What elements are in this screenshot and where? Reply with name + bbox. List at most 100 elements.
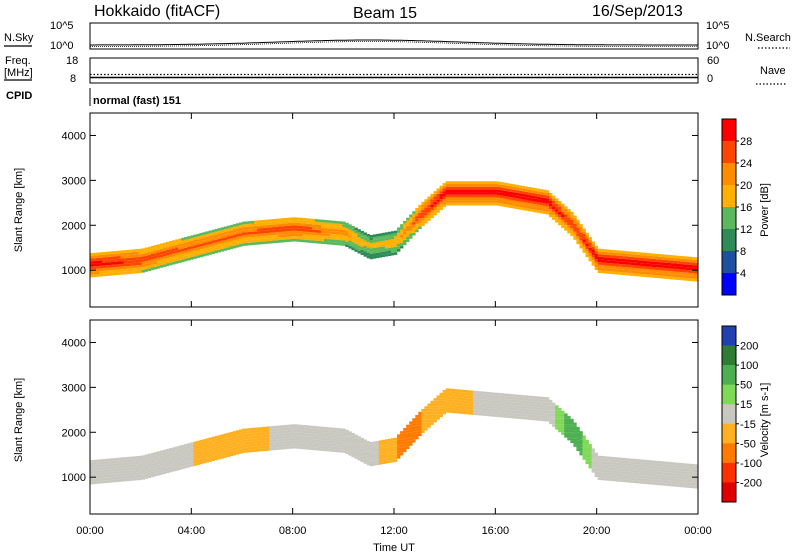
velocity-cell bbox=[175, 459, 179, 463]
velocity-cell bbox=[509, 396, 513, 400]
velocity-cell bbox=[254, 427, 258, 431]
velocity-cell bbox=[609, 472, 614, 476]
velocity-cell bbox=[132, 467, 136, 470]
noise-left-tick-top: 10^5 bbox=[50, 20, 74, 32]
power-cell bbox=[597, 264, 602, 268]
power-cell bbox=[214, 237, 218, 240]
velocity-cell bbox=[670, 470, 674, 473]
velocity-cell bbox=[123, 465, 127, 468]
velocity-cell bbox=[172, 447, 176, 450]
velocity-cell bbox=[296, 435, 301, 439]
velocity-cell bbox=[679, 479, 684, 482]
power-cell bbox=[658, 254, 662, 257]
velocity-cell bbox=[588, 454, 592, 458]
power-cell bbox=[470, 181, 474, 184]
power-cell bbox=[573, 218, 577, 221]
power-cell bbox=[324, 233, 328, 237]
power-cell bbox=[260, 236, 264, 239]
velocity-cell bbox=[205, 459, 209, 463]
velocity-cell bbox=[470, 395, 474, 399]
power-cell bbox=[524, 205, 529, 209]
velocity-cell bbox=[463, 408, 468, 412]
power-cell bbox=[473, 183, 477, 187]
velocity-cell bbox=[193, 452, 197, 456]
velocity-cell bbox=[451, 388, 456, 392]
power-cell bbox=[524, 186, 529, 190]
colorbar-swatch bbox=[722, 273, 736, 296]
power-cell bbox=[667, 260, 671, 263]
velocity-cell bbox=[324, 429, 328, 433]
power-cell bbox=[287, 239, 291, 242]
power-cell bbox=[202, 245, 206, 249]
power-cell bbox=[272, 235, 276, 238]
power-cell bbox=[375, 252, 380, 256]
power-cell bbox=[673, 274, 678, 277]
velocity-cell bbox=[564, 426, 568, 430]
velocity-cell bbox=[691, 480, 696, 483]
velocity-cell bbox=[460, 403, 465, 406]
velocity-cell bbox=[275, 441, 279, 445]
power-cell bbox=[466, 194, 471, 198]
velocity-cell bbox=[308, 439, 313, 442]
velocity-cell bbox=[640, 459, 644, 463]
power-cell bbox=[99, 263, 103, 266]
velocity-cell bbox=[588, 457, 592, 461]
velocity-cell bbox=[631, 477, 635, 481]
velocity-cell bbox=[500, 409, 504, 413]
power-cell bbox=[612, 271, 617, 275]
power-cell bbox=[482, 202, 486, 206]
power-cell bbox=[226, 244, 231, 248]
power-cell bbox=[409, 233, 413, 237]
velocity-cell bbox=[588, 460, 592, 463]
power-cell bbox=[111, 253, 115, 257]
power-cell bbox=[269, 227, 273, 231]
velocity-cell bbox=[123, 476, 127, 479]
power-cell bbox=[205, 242, 209, 245]
velocity-cell bbox=[214, 446, 218, 450]
power-cell bbox=[220, 230, 225, 233]
velocity-cell bbox=[169, 464, 173, 467]
power-cell bbox=[676, 277, 681, 280]
power-cell bbox=[114, 264, 118, 268]
power-cell bbox=[150, 251, 155, 254]
power-cell bbox=[126, 249, 130, 253]
velocity-cell bbox=[506, 396, 510, 400]
power-cell bbox=[327, 236, 331, 240]
power-cell bbox=[175, 250, 179, 253]
power-cell bbox=[421, 201, 425, 205]
velocity-cell bbox=[506, 409, 510, 413]
velocity-cell bbox=[631, 469, 635, 473]
power-cell bbox=[418, 210, 422, 213]
power-cell bbox=[427, 196, 431, 200]
power-cell bbox=[223, 242, 228, 246]
power-cell bbox=[305, 229, 310, 232]
power-cell bbox=[631, 265, 635, 268]
power-cell bbox=[409, 214, 413, 218]
power-cell bbox=[515, 198, 519, 202]
power-cell bbox=[129, 263, 133, 266]
power-cell bbox=[293, 219, 298, 223]
velocity-cell bbox=[153, 465, 158, 469]
velocity-cell bbox=[576, 432, 580, 435]
colorbar-tick-label: -100 bbox=[740, 458, 762, 470]
velocity-cell bbox=[463, 389, 468, 393]
velocity-cell bbox=[424, 411, 428, 415]
velocity-cell bbox=[497, 411, 501, 415]
velocity-cell bbox=[272, 434, 276, 437]
velocity-cell bbox=[360, 445, 364, 449]
velocity-cell bbox=[214, 454, 218, 458]
power-cell bbox=[217, 238, 222, 242]
power-cell bbox=[120, 255, 124, 259]
velocity-echo-cells bbox=[90, 388, 699, 489]
power-cell bbox=[427, 201, 431, 205]
power-cell bbox=[506, 196, 510, 200]
power-cell bbox=[473, 202, 477, 206]
velocity-cell bbox=[457, 389, 462, 393]
power-cell bbox=[147, 252, 152, 255]
power-cell bbox=[238, 235, 243, 239]
power-cell bbox=[518, 204, 522, 207]
velocity-cell bbox=[555, 416, 559, 419]
power-cell bbox=[643, 266, 647, 269]
velocity-cell bbox=[93, 465, 97, 468]
power-cell bbox=[546, 198, 550, 202]
